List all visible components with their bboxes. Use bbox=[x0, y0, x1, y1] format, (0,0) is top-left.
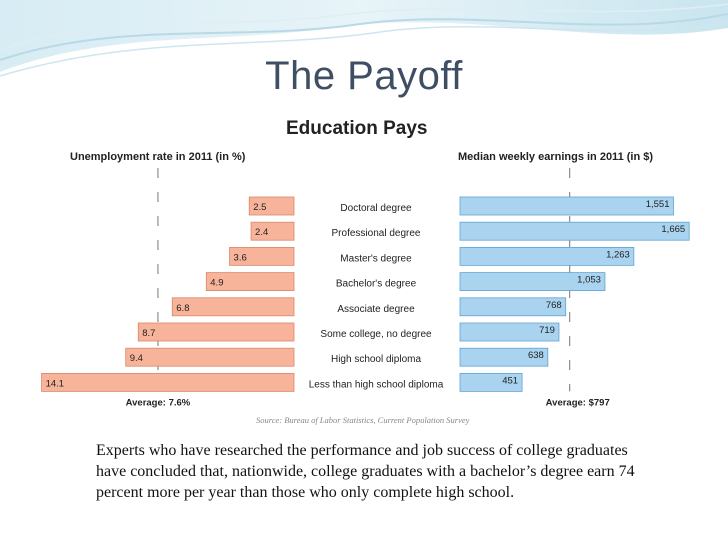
earnings-value-label: 1,263 bbox=[606, 249, 630, 260]
slide-title: The Payoff bbox=[265, 54, 463, 98]
left-average-label: Average: 7.6% bbox=[126, 397, 191, 408]
earnings-value-label: 1,053 bbox=[577, 275, 601, 286]
earnings-bar bbox=[459, 196, 674, 216]
unemployment-bar bbox=[41, 372, 295, 392]
unemployment-bar bbox=[205, 272, 295, 292]
earnings-bar bbox=[459, 347, 549, 367]
category-label: Doctoral degree bbox=[340, 203, 412, 214]
unemployment-bar bbox=[229, 246, 295, 266]
decorative-header-wave bbox=[0, 0, 728, 77]
education-pays-chart: Education Pays Unemployment rate in 2011… bbox=[36, 102, 692, 432]
earnings-bar bbox=[459, 322, 560, 342]
earnings-bar bbox=[459, 246, 635, 266]
category-label: Some college, no degree bbox=[320, 329, 432, 340]
category-label: Bachelor's degree bbox=[336, 279, 417, 290]
category-label: Professional degree bbox=[332, 228, 421, 239]
unemployment-bar bbox=[125, 347, 295, 367]
unemployment-value-label: 4.9 bbox=[210, 278, 223, 289]
unemployment-value-label: 2.5 bbox=[253, 202, 266, 213]
unemployment-bar bbox=[248, 196, 295, 216]
earnings-value-label: 451 bbox=[502, 375, 518, 386]
chart-title: Education Pays bbox=[286, 118, 428, 139]
unemployment-bar bbox=[137, 322, 295, 342]
unemployment-value-label: 6.8 bbox=[176, 303, 189, 314]
chart-canvas: Education Pays Unemployment rate in 2011… bbox=[41, 118, 690, 425]
bars-layer: 2.5 Doctoral degree 1,551 2.4 Professional d… bbox=[41, 168, 690, 408]
unemployment-value-label: 3.6 bbox=[234, 252, 247, 263]
unemployment-bar bbox=[171, 297, 295, 317]
earnings-value-label: 719 bbox=[539, 325, 555, 336]
slide-body-text: Experts who have researched the performa… bbox=[96, 442, 635, 501]
earnings-bar bbox=[459, 297, 567, 317]
earnings-bar bbox=[459, 372, 523, 392]
earnings-bar bbox=[459, 272, 606, 292]
unemployment-value-label: 14.1 bbox=[46, 378, 65, 389]
unemployment-bar bbox=[250, 221, 295, 241]
unemployment-value-label: 2.4 bbox=[255, 227, 268, 238]
unemployment-value-label: 9.4 bbox=[130, 353, 143, 364]
earnings-value-label: 768 bbox=[546, 300, 562, 311]
left-panel-title: Unemployment rate in 2011 (in %) bbox=[70, 151, 246, 163]
right-average-label: Average: $797 bbox=[546, 397, 610, 408]
earnings-value-label: 638 bbox=[528, 350, 544, 361]
category-label: Less than high school diploma bbox=[309, 379, 444, 390]
source-note: Source: Bureau of Labor Statistics, Curr… bbox=[256, 415, 470, 425]
earnings-value-label: 1,551 bbox=[646, 199, 670, 210]
unemployment-value-label: 8.7 bbox=[142, 328, 155, 339]
category-label: High school diploma bbox=[331, 354, 421, 365]
right-panel-title: Median weekly earnings in 2011 (in $) bbox=[458, 151, 653, 163]
earnings-value-label: 1,665 bbox=[661, 224, 685, 235]
category-label: Associate degree bbox=[337, 304, 415, 315]
category-label: Master's degree bbox=[340, 253, 412, 264]
earnings-bar bbox=[459, 221, 690, 241]
